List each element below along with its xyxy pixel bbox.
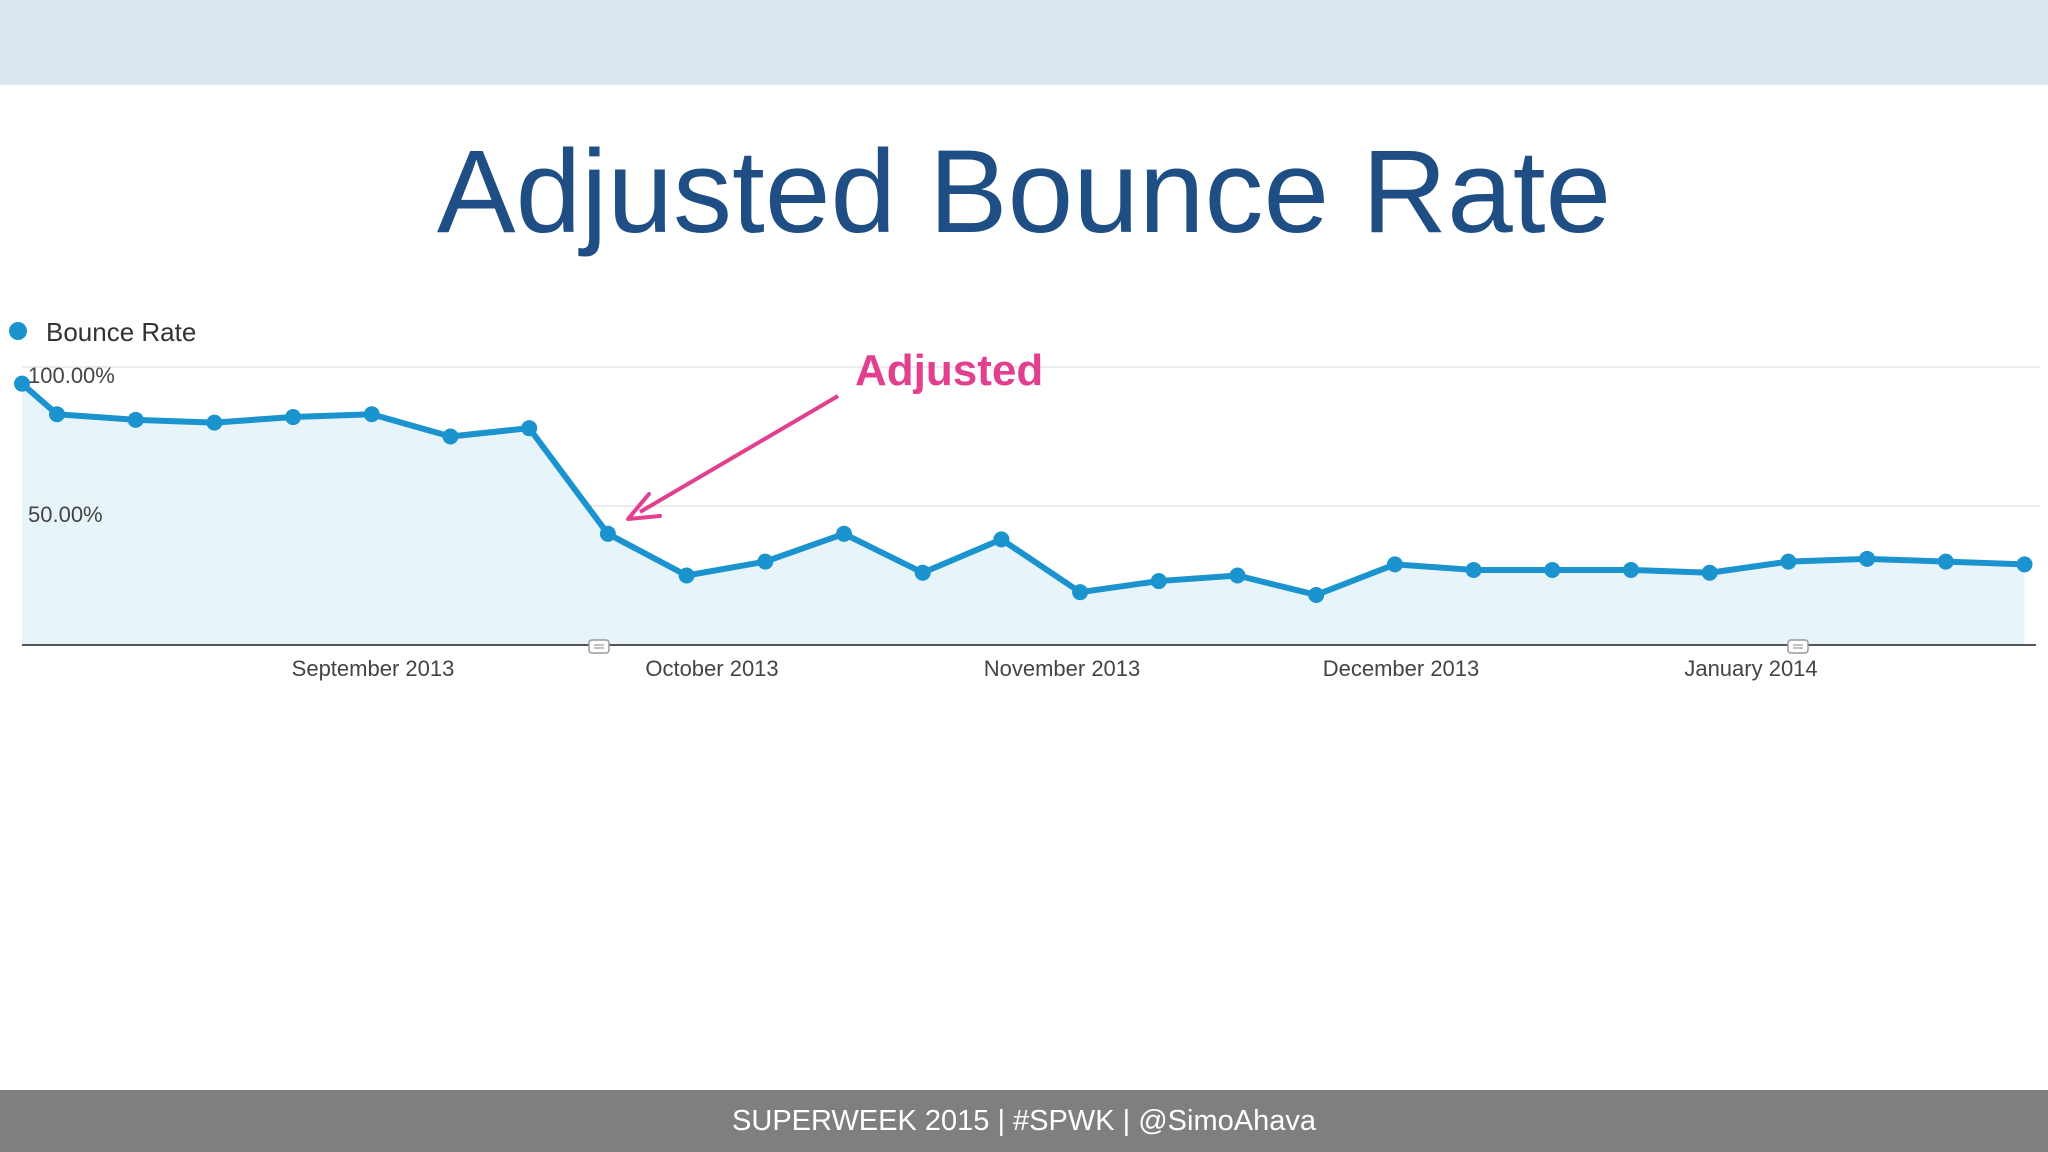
data-point[interactable]: [993, 531, 1010, 548]
y-tick-label: 100.00%: [28, 363, 115, 388]
annotation-marker-icon[interactable]: [1787, 639, 1809, 654]
data-point[interactable]: [1229, 567, 1246, 584]
arrow-head-icon: [626, 492, 662, 521]
data-point[interactable]: [1386, 556, 1403, 573]
data-point[interactable]: [285, 409, 302, 426]
data-point[interactable]: [757, 553, 774, 570]
bounce-rate-chart: 100.00% 50.00% September 2013 October 2013…: [9, 317, 2040, 681]
x-tick-label: October 2013: [645, 656, 778, 681]
data-point[interactable]: [1701, 564, 1718, 581]
x-tick-label: November 2013: [984, 656, 1141, 681]
data-point[interactable]: [1623, 561, 1639, 578]
annotation-label: Adjusted: [855, 346, 1043, 395]
data-point[interactable]: [2016, 556, 2033, 573]
series-area: [22, 383, 2025, 645]
x-tick-label: September 2013: [292, 656, 455, 681]
data-point[interactable]: [1465, 561, 1482, 578]
data-point[interactable]: [14, 375, 30, 392]
x-tick-label: December 2013: [1323, 656, 1480, 681]
data-point[interactable]: [1308, 586, 1325, 603]
legend: Bounce Rate: [9, 317, 196, 347]
data-point[interactable]: [442, 428, 459, 445]
slide-title: Adjusted Bounce Rate: [436, 126, 1612, 258]
data-point[interactable]: [521, 420, 538, 437]
data-point[interactable]: [1544, 561, 1561, 578]
y-tick-labels: 100.00% 50.00%: [28, 363, 115, 527]
annotation-markers: [588, 639, 1809, 654]
data-point[interactable]: [1937, 553, 1954, 570]
data-point[interactable]: [127, 411, 144, 428]
data-point[interactable]: [599, 525, 616, 542]
x-tick-labels: September 2013 October 2013 November 2013 D…: [292, 656, 1818, 681]
legend-dot-icon: [9, 322, 27, 340]
data-point[interactable]: [914, 564, 931, 581]
top-band: [0, 0, 2048, 85]
data-point[interactable]: [836, 525, 852, 542]
data-point[interactable]: [49, 406, 65, 423]
slide-footer: SUPERWEEK 2015 | #SPWK | @SimoAhava: [0, 1090, 2048, 1152]
data-point[interactable]: [206, 414, 223, 431]
x-tick-label: January 2014: [1684, 656, 1817, 681]
points-layer: [14, 375, 2033, 603]
y-tick-label: 50.00%: [28, 502, 103, 527]
annotation: Adjusted: [626, 346, 1043, 521]
legend-label: Bounce Rate: [46, 317, 196, 347]
data-point[interactable]: [1859, 550, 1876, 567]
data-point[interactable]: [1150, 573, 1167, 590]
data-point[interactable]: [363, 406, 380, 423]
annotation-arrow: [638, 394, 840, 514]
data-point[interactable]: [1072, 584, 1089, 601]
data-point[interactable]: [1780, 553, 1797, 570]
data-point[interactable]: [678, 567, 695, 584]
annotation-marker-icon[interactable]: [588, 639, 610, 654]
